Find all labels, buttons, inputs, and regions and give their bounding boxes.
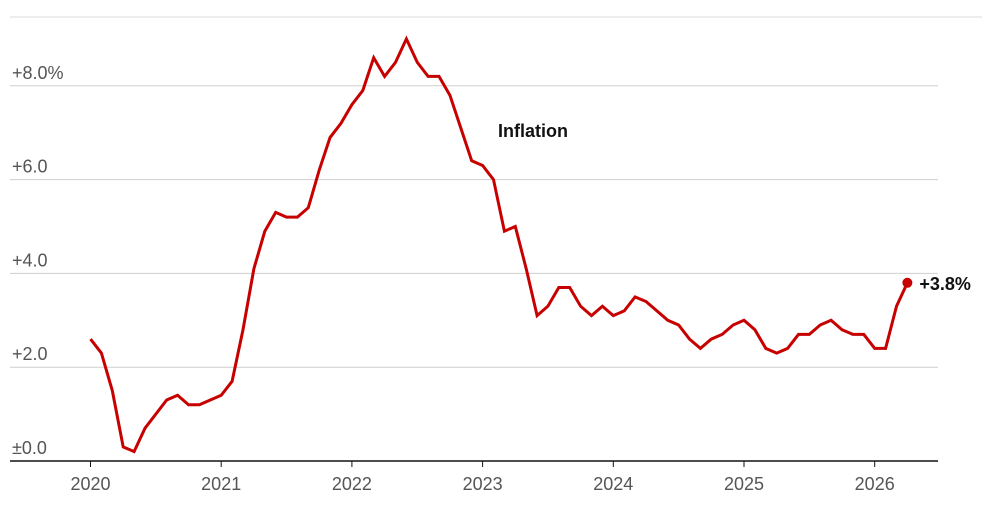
x-tick-label: 2022 [332,474,372,494]
x-tick-label: 2024 [593,474,633,494]
label-layer: Inflation +3.8% [498,121,971,294]
end-point-dot [902,277,913,288]
y-tick-label: ±0.0 [12,438,47,458]
end-value-label: +3.8% [919,274,971,294]
y-tick-label: +4.0 [12,250,48,270]
x-tick-label: 2020 [70,474,110,494]
y-tick-label: +2.0 [12,344,48,364]
axis-layer: ±0.0 +2.0 +4.0 +6.0 +8.0% 2020 2021 2022 2023 202… [10,63,938,494]
x-tick-label: 2023 [463,474,503,494]
x-tick-label: 2025 [724,474,764,494]
y-tick-label: +8.0% [12,63,64,83]
series-line-inflation [89,35,909,454]
series-label-inflation: Inflation [498,121,568,141]
y-tick-label: +6.0 [12,157,48,177]
x-tick-label: 2026 [855,474,895,494]
series-layer [89,35,913,454]
x-tick-label: 2021 [201,474,241,494]
grid-layer [10,16,982,368]
